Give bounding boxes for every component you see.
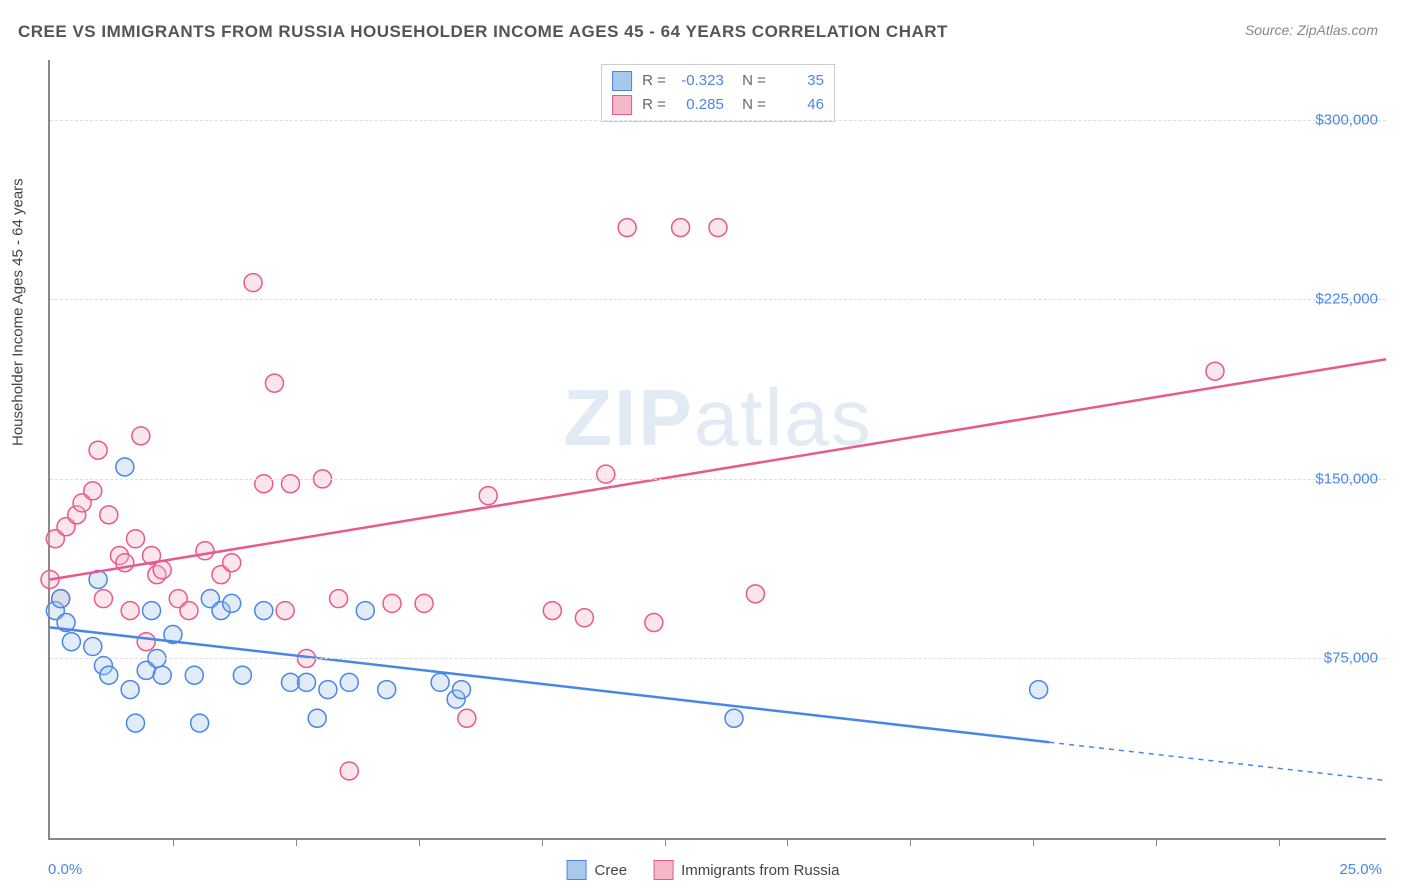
data-point	[100, 506, 118, 524]
legend-label-russia: Immigrants from Russia	[681, 862, 839, 879]
data-point	[281, 475, 299, 493]
data-point	[100, 666, 118, 684]
data-point	[265, 374, 283, 392]
data-point	[153, 666, 171, 684]
chart-title: CREE VS IMMIGRANTS FROM RUSSIA HOUSEHOLD…	[18, 22, 948, 42]
legend-item-russia: Immigrants from Russia	[653, 860, 839, 880]
x-axis-end-label: 25.0%	[1339, 861, 1382, 878]
data-point	[223, 554, 241, 572]
data-point	[725, 709, 743, 727]
data-point	[116, 458, 134, 476]
data-point	[94, 590, 112, 608]
data-point	[452, 681, 470, 699]
data-point	[330, 590, 348, 608]
data-point	[153, 561, 171, 579]
data-point	[132, 427, 150, 445]
data-point	[415, 594, 433, 612]
data-point	[84, 482, 102, 500]
data-point	[746, 585, 764, 603]
data-point	[383, 594, 401, 612]
data-point	[340, 673, 358, 691]
data-point	[84, 637, 102, 655]
data-point	[121, 602, 139, 620]
data-point	[319, 681, 337, 699]
data-point	[597, 465, 615, 483]
legend-item-cree: Cree	[567, 860, 628, 880]
data-point	[62, 633, 80, 651]
data-point	[458, 709, 476, 727]
data-point	[1030, 681, 1048, 699]
source-attribution: Source: ZipAtlas.com	[1245, 22, 1378, 38]
data-point	[431, 673, 449, 691]
data-point	[645, 614, 663, 632]
data-point	[1206, 362, 1224, 380]
data-point	[308, 709, 326, 727]
data-point	[479, 487, 497, 505]
data-point	[52, 590, 70, 608]
legend: Cree Immigrants from Russia	[567, 860, 840, 880]
data-point	[191, 714, 209, 732]
data-point	[618, 219, 636, 237]
data-point	[575, 609, 593, 627]
data-point	[143, 602, 161, 620]
data-point	[543, 602, 561, 620]
data-point	[121, 681, 139, 699]
data-point	[89, 441, 107, 459]
plot-area: ZIPatlas R = -0.323 N = 35 R = 0.285 N =…	[48, 60, 1386, 840]
data-point	[276, 602, 294, 620]
data-point	[223, 594, 241, 612]
data-point	[255, 475, 273, 493]
data-point	[196, 542, 214, 560]
y-tick-label: $150,000	[1315, 470, 1378, 487]
data-point	[298, 673, 316, 691]
data-point	[378, 681, 396, 699]
data-point	[137, 633, 155, 651]
y-tick-label: $300,000	[1315, 111, 1378, 128]
data-point	[127, 714, 145, 732]
data-point	[244, 274, 262, 292]
y-axis-title: Householder Income Ages 45 - 64 years	[10, 178, 27, 446]
data-point	[672, 219, 690, 237]
x-axis-start-label: 0.0%	[48, 861, 82, 878]
data-point	[185, 666, 203, 684]
data-point	[709, 219, 727, 237]
scatter-svg	[50, 60, 1386, 838]
y-tick-label: $225,000	[1315, 291, 1378, 308]
data-point	[255, 602, 273, 620]
data-point	[340, 762, 358, 780]
swatch-cree	[567, 860, 587, 880]
data-point	[233, 666, 251, 684]
legend-label-cree: Cree	[595, 862, 628, 879]
swatch-russia	[653, 860, 673, 880]
y-tick-label: $75,000	[1324, 650, 1378, 667]
data-point	[127, 530, 145, 548]
data-point	[180, 602, 198, 620]
data-point	[356, 602, 374, 620]
